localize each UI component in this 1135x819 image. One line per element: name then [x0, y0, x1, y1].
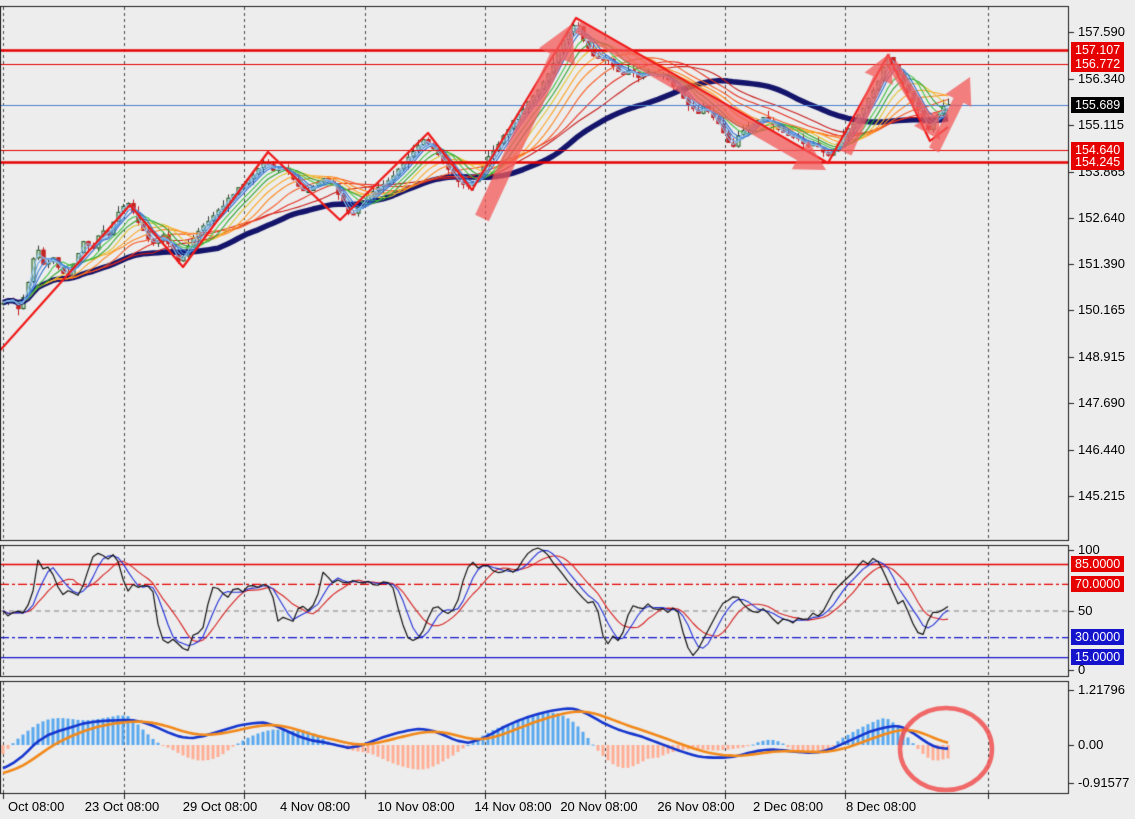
- mt4-chart-window: 157.590 156.340 155.115 153.865 152.640 151.3…: [0, 0, 1135, 819]
- chart-canvas[interactable]: [0, 0, 1135, 819]
